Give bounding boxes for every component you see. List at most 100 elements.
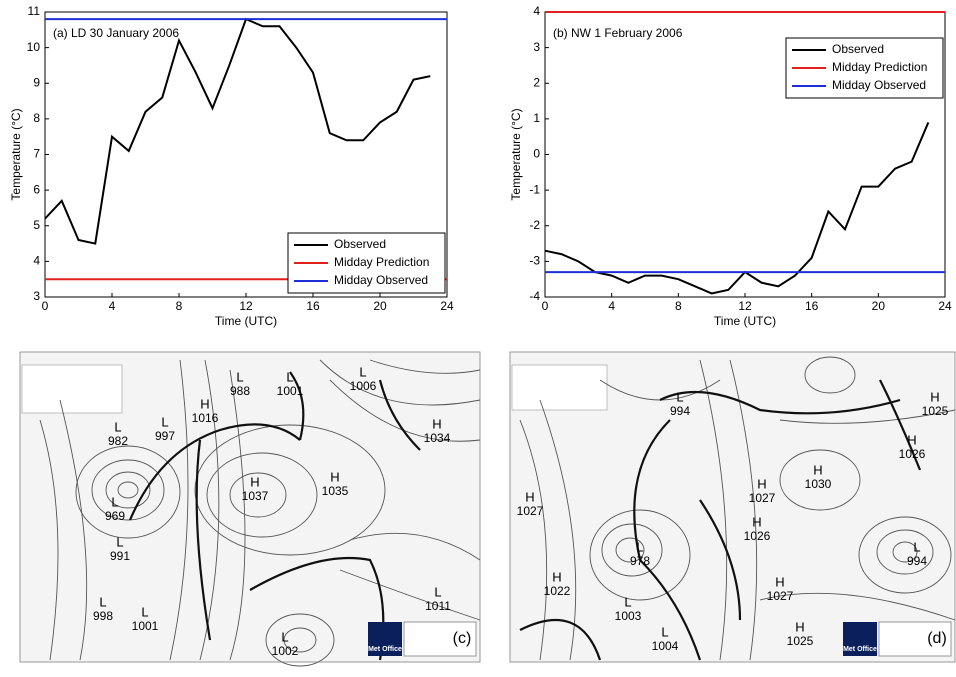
pressure-centre-type: H	[200, 396, 209, 411]
legend-label: Observed	[832, 42, 884, 56]
y-tick-label: -4	[529, 289, 540, 303]
x-tick-label: 24	[440, 299, 454, 313]
y-tick-label: 2	[533, 75, 540, 89]
pressure-centre-type: H	[250, 474, 259, 489]
x-tick-label: 12	[239, 299, 253, 313]
y-tick-label: 3	[33, 289, 40, 303]
pressure-centre-value: 982	[108, 434, 128, 448]
pressure-centre-value: 1037	[242, 489, 269, 503]
pressure-centre-type: H	[795, 619, 804, 634]
annotation: (b) NW 1 February 2006	[553, 26, 683, 40]
pressure-centre-value: 1003	[615, 609, 642, 623]
series-line	[44, 17, 431, 245]
x-tick-label: 4	[608, 299, 615, 313]
pressure-centre-value: 1001	[277, 384, 304, 398]
y-tick-label: 4	[533, 4, 540, 18]
pressure-centre-value: 1026	[899, 447, 926, 461]
x-tick-label: 20	[872, 299, 886, 313]
y-tick-label: 9	[33, 75, 40, 89]
pressure-centre-type: L	[676, 389, 683, 404]
panel-label-box	[878, 621, 952, 657]
pressure-centre-type: L	[99, 594, 106, 609]
pressure-centre-type: H	[930, 389, 939, 404]
pressure-centre-value: 1026	[744, 529, 771, 543]
pressure-centre-type: L	[636, 539, 643, 554]
x-tick-label: 16	[306, 299, 320, 313]
x-axis-label: Time (UTC)	[714, 314, 776, 328]
pressure-centre-value: 1025	[922, 404, 949, 418]
pressure-centre-type: H	[752, 514, 761, 529]
pressure-centre-value: 1025	[787, 634, 814, 648]
pressure-centre-value: 1001	[132, 619, 159, 633]
pressure-centre-value: 994	[670, 404, 690, 418]
pressure-centre-value: 1011	[425, 599, 451, 613]
pressure-centre-value: 1002	[272, 644, 299, 658]
pressure-centre-type: H	[813, 462, 822, 477]
pressure-centre-value: 1027	[517, 504, 544, 518]
legend-label: Observed	[334, 237, 386, 251]
pressure-centre-value: 994	[907, 554, 927, 568]
pressure-centre-value: 1004	[652, 639, 679, 653]
y-tick-label: 6	[33, 182, 40, 196]
x-tick-label: 16	[805, 299, 819, 313]
panel-label: (c)	[453, 630, 472, 647]
x-tick-label: 12	[738, 299, 752, 313]
y-tick-label: -1	[529, 182, 540, 196]
legend-label: Midday Prediction	[832, 60, 927, 74]
y-tick-label: 7	[33, 147, 40, 161]
pressure-centre-value: 1022	[544, 584, 571, 598]
pressure-centre-type: L	[624, 594, 631, 609]
pressure-centre-value: 1006	[350, 379, 377, 393]
y-tick-label: 1	[533, 111, 540, 125]
pressure-centre-value: 969	[105, 509, 125, 523]
pressure-centre-type: L	[286, 369, 293, 384]
pressure-centre-value: 998	[93, 609, 113, 623]
pressure-centre-type: L	[661, 624, 668, 639]
pressure-centre-value: 997	[155, 429, 175, 443]
map-c-background	[19, 351, 481, 667]
pressure-centre-value: 1016	[192, 411, 219, 425]
legend-label: Midday Prediction	[334, 255, 429, 269]
logo-box	[843, 622, 877, 656]
legend-label: Midday Observed	[334, 273, 428, 287]
x-tick-label: 8	[675, 299, 682, 313]
map-d-background	[509, 351, 956, 663]
panel-label-box	[403, 621, 477, 657]
y-tick-label: 10	[27, 40, 41, 54]
x-tick-label: 4	[109, 299, 116, 313]
legend-label: Midday Observed	[832, 78, 926, 92]
y-tick-label: 3	[533, 40, 540, 54]
panel-label: (d)	[927, 630, 947, 647]
pressure-centre-type: L	[281, 629, 288, 644]
pressure-centre-type: H	[907, 432, 916, 447]
pressure-centre-type: H	[330, 469, 339, 484]
pressure-centre-type: L	[141, 604, 148, 619]
pressure-centre-value: 1030	[805, 477, 832, 491]
y-axis-label: Temperature (°C)	[509, 108, 523, 200]
pressure-centre-type: L	[913, 539, 920, 554]
x-axis-label: Time (UTC)	[215, 314, 277, 328]
annotation: (a) LD 30 January 2006	[53, 26, 179, 40]
y-tick-label: 0	[533, 147, 540, 161]
y-tick-label: 4	[33, 254, 40, 268]
y-tick-label: -3	[529, 254, 540, 268]
pressure-centre-value: 988	[230, 384, 250, 398]
series-line	[544, 122, 930, 295]
pressure-centre-type: H	[432, 416, 441, 431]
y-tick-label: 11	[28, 4, 41, 18]
pressure-centre-type: H	[757, 476, 766, 491]
pressure-centre-type: H	[525, 489, 534, 504]
y-tick-label: -2	[529, 218, 540, 232]
y-axis-label: Temperature (°C)	[9, 108, 23, 200]
pressure-centre-value: 1027	[749, 491, 776, 505]
pressure-centre-type: L	[359, 364, 366, 379]
pressure-centre-type: H	[775, 574, 784, 589]
pressure-centre-type: L	[434, 584, 441, 599]
pressure-centre-type: L	[114, 419, 121, 434]
pressure-centre-value: 1035	[322, 484, 349, 498]
logo-box	[368, 622, 402, 656]
x-tick-label: 0	[542, 299, 549, 313]
pressure-centre-type: L	[161, 414, 168, 429]
y-tick-label: 8	[33, 111, 40, 125]
